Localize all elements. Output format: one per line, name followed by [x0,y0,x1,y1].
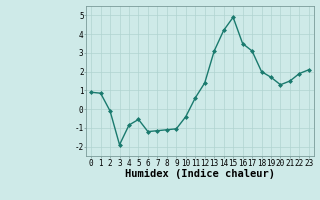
X-axis label: Humidex (Indice chaleur): Humidex (Indice chaleur) [125,169,275,179]
